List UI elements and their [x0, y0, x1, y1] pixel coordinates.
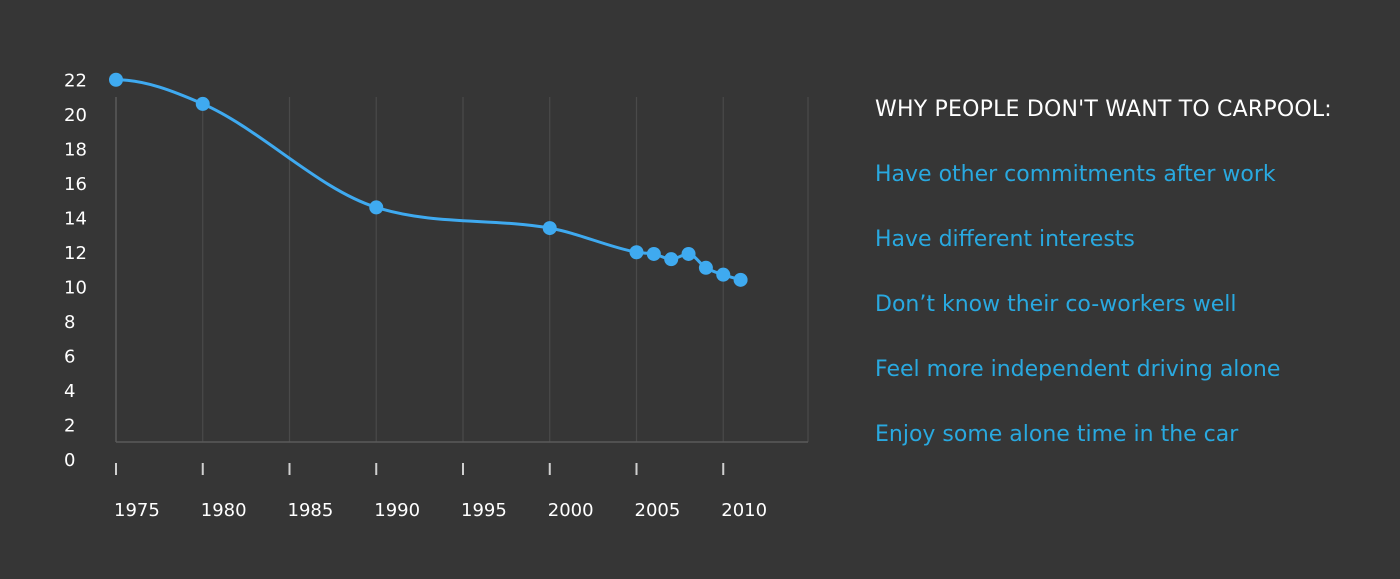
x-axis-ticks: 1975 1980 1985 1990 1995 2000 2005 2010 — [114, 463, 767, 521]
x-tick-label: 1990 — [374, 500, 420, 521]
y-tick-label: 10 — [64, 278, 87, 299]
line-chart: 0 2 4 6 8 10 12 14 16 18 20 22 1975 1980 1985 1990 1995… — [64, 71, 809, 521]
data-point — [733, 272, 748, 287]
y-tick-label: 0 — [64, 450, 75, 471]
y-tick-label: 2 — [64, 416, 75, 437]
x-tick-label: 2005 — [635, 500, 681, 521]
data-point — [698, 260, 713, 275]
data-point — [716, 267, 731, 282]
y-tick-label: 6 — [64, 347, 75, 368]
data-point — [542, 221, 557, 236]
data-point — [629, 245, 644, 260]
grid-lines — [202, 97, 809, 442]
data-point — [369, 200, 384, 215]
reason-item: Have different interests — [875, 227, 1135, 252]
y-tick-label: 4 — [64, 381, 75, 402]
reason-item: Feel more independent driving alone — [875, 357, 1281, 382]
x-tick-label: 1995 — [461, 500, 507, 521]
data-point — [681, 246, 696, 261]
y-tick-label: 20 — [64, 105, 87, 126]
data-point — [195, 96, 210, 111]
reason-item: Have other commitments after work — [875, 162, 1276, 187]
reason-item: Don’t know their co-workers well — [875, 292, 1237, 317]
data-point — [646, 246, 661, 261]
y-axis-tick-labels: 0 2 4 6 8 10 12 14 16 18 20 22 — [64, 71, 87, 472]
y-tick-label: 12 — [64, 243, 87, 264]
reasons-panel: WHY PEOPLE DON'T WANT TO CARPOOL: Have o… — [875, 96, 1385, 486]
x-tick-label: 1980 — [201, 500, 247, 521]
data-point — [664, 252, 679, 267]
axes — [115, 97, 808, 443]
y-tick-label: 22 — [64, 71, 87, 92]
x-tick-label: 1985 — [288, 500, 334, 521]
y-tick-label: 14 — [64, 209, 87, 230]
data-point — [109, 72, 123, 87]
series-line — [115, 78, 742, 282]
panel-heading: WHY PEOPLE DON'T WANT TO CARPOOL: — [875, 97, 1332, 122]
y-tick-label: 16 — [64, 174, 87, 195]
y-tick-label: 18 — [64, 140, 87, 161]
x-tick-label: 2010 — [721, 500, 767, 521]
y-tick-label: 8 — [64, 312, 75, 333]
reason-item: Enjoy some alone time in the car — [875, 422, 1239, 447]
reasons-list: Have other commitments after work Have d… — [875, 161, 1385, 449]
x-tick-label: 2000 — [548, 500, 594, 521]
x-tick-label: 1975 — [114, 500, 160, 521]
data-points — [109, 72, 748, 287]
